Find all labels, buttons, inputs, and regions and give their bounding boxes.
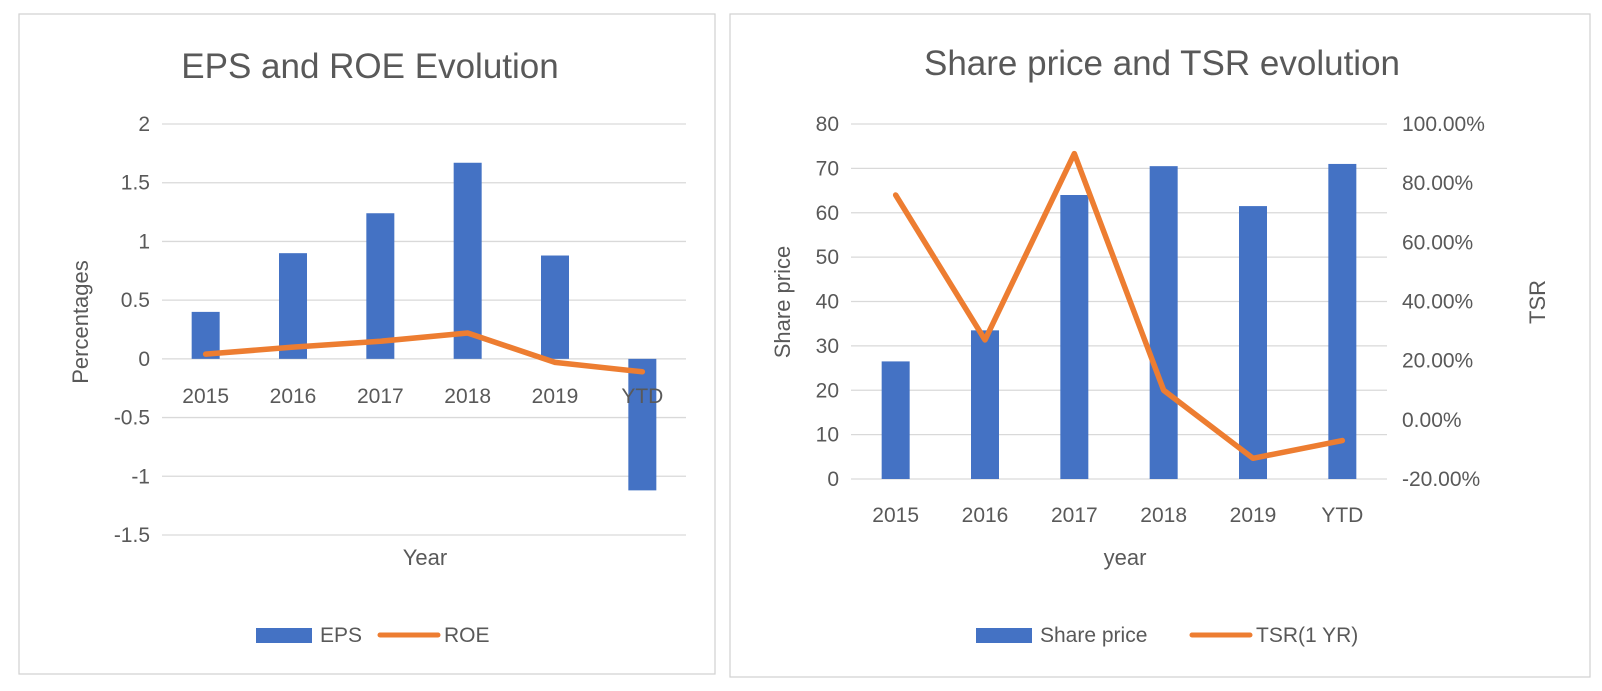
y-tick-label: 0: [827, 468, 839, 491]
legend-swatch-share-price: [976, 628, 1032, 643]
bar-2016: [279, 253, 307, 359]
bar-2018: [1150, 166, 1178, 479]
x-tick-label: 2018: [444, 385, 491, 408]
legend-label-eps: EPS: [320, 624, 362, 647]
x-tick-label: 2019: [1230, 504, 1277, 527]
y-tick-label: 0: [138, 348, 150, 371]
bar-2017: [366, 213, 394, 359]
y-axis-ticks: 80 70 60 50 40 30 20 10 0: [816, 113, 839, 491]
y-axis-label: Percentages: [68, 260, 93, 384]
legend-label-roe: ROE: [444, 624, 490, 647]
bar-2015: [882, 361, 910, 479]
chart-share-price-tsr: Share price and TSR evolution 80 70 60 50 40…: [730, 14, 1590, 677]
bar-ytd: [628, 359, 656, 491]
x-tick-label: 2015: [872, 504, 919, 527]
y-tick-label: 60: [816, 202, 839, 225]
y-tick-label: 1: [138, 230, 150, 253]
bar-2019: [1239, 206, 1267, 479]
x-tick-label: 2017: [357, 385, 404, 408]
x-tick-label: YTD: [621, 385, 663, 408]
y2-axis-label: TSR: [1525, 280, 1550, 324]
y-axis-label: Share price: [770, 246, 795, 359]
bar-2018: [454, 163, 482, 359]
x-tick-label: 2018: [1140, 504, 1187, 527]
y-tick-label: 30: [816, 335, 839, 358]
bar-2016: [971, 330, 999, 479]
y-tick-label: 2: [138, 113, 150, 136]
y-tick-label: 10: [816, 424, 839, 447]
y2-tick-label: 20.00%: [1402, 350, 1473, 373]
x-tick-label: YTD: [1321, 504, 1363, 527]
y2-tick-label: 40.00%: [1402, 291, 1473, 314]
y-tick-label: 70: [816, 157, 839, 180]
y-tick-label: -1: [131, 465, 150, 488]
chart-title: Share price and TSR evolution: [924, 44, 1400, 83]
y2-tick-label: 100.00%: [1402, 113, 1485, 136]
chart-eps-roe: EPS and ROE Evolution 2 1.5 1 0.5 0 -0.5 -1 -1.…: [19, 14, 715, 674]
legend-label-share-price: Share price: [1040, 624, 1147, 647]
y-tick-label: -0.5: [114, 407, 150, 430]
y-tick-label: 40: [816, 291, 839, 314]
y-tick-label: -1.5: [114, 524, 150, 547]
y-tick-label: 20: [816, 379, 839, 402]
bar-2017: [1060, 195, 1088, 479]
y2-tick-label: 0.00%: [1402, 409, 1462, 432]
bar-ytd: [1328, 164, 1356, 479]
x-tick-label: 2019: [532, 385, 579, 408]
legend-label-tsr: TSR(1 YR): [1256, 624, 1358, 647]
x-axis-label: year: [1104, 545, 1147, 570]
y-tick-label: 0.5: [121, 289, 150, 312]
x-tick-label: 2016: [962, 504, 1009, 527]
y2-tick-label: 60.00%: [1402, 231, 1473, 254]
x-tick-label: 2017: [1051, 504, 1098, 527]
y-tick-label: 80: [816, 113, 839, 136]
bar-2019: [541, 256, 569, 359]
y-tick-label: 50: [816, 246, 839, 269]
chart-title: EPS and ROE Evolution: [181, 47, 558, 86]
y2-tick-label: 80.00%: [1402, 172, 1473, 195]
legend-swatch-eps: [256, 628, 312, 643]
y-tick-label: 1.5: [121, 172, 150, 195]
x-tick-label: 2015: [182, 385, 229, 408]
x-tick-label: 2016: [270, 385, 317, 408]
x-axis-label: Year: [403, 545, 447, 570]
y2-tick-label: -20.00%: [1402, 468, 1480, 491]
